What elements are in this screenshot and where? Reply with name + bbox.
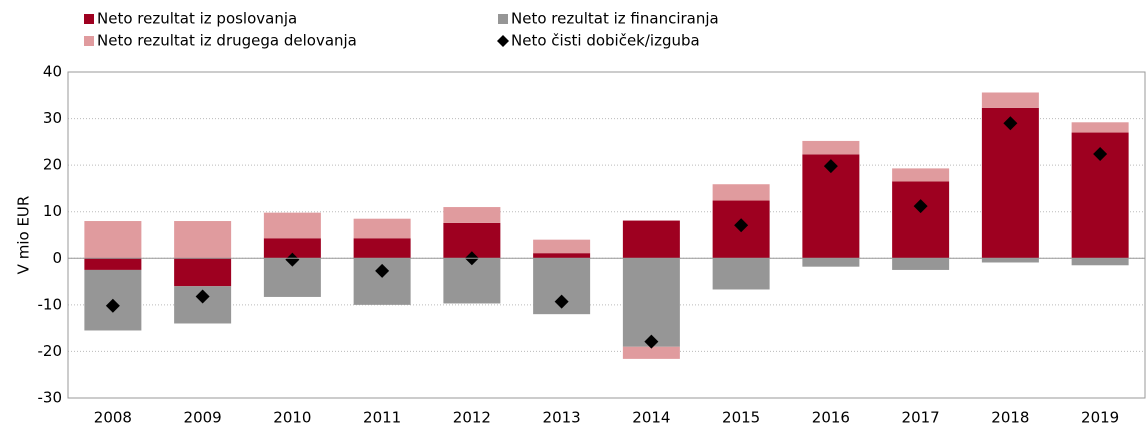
x-tick-label: 2009 <box>184 409 222 427</box>
legend-label: Neto čisti dobiček/izguba <box>511 32 700 50</box>
diamond-marker <box>1093 146 1108 161</box>
x-tick-label: 2008 <box>94 409 132 427</box>
legend-swatch <box>84 36 94 46</box>
x-tick-label: 2017 <box>902 409 940 427</box>
bar-segment <box>622 258 680 347</box>
bar-segment <box>443 258 501 304</box>
diamond-marker <box>913 199 928 214</box>
legend-label: Neto rezultat iz drugega delovanja <box>97 32 357 50</box>
diamond-marker <box>375 263 390 278</box>
diamond-marker <box>1003 116 1018 131</box>
bar-segment <box>443 207 501 223</box>
bar-segment <box>892 258 950 270</box>
bar-segment <box>84 258 142 270</box>
diamond-marker <box>285 252 300 267</box>
bar-segment <box>174 258 232 287</box>
bar-segment <box>1071 258 1129 266</box>
bar-segment <box>981 92 1039 108</box>
y-tick-label: 10 <box>43 202 62 220</box>
bar-segment <box>802 258 860 267</box>
bar-segment <box>622 220 680 259</box>
y-tick-label: -30 <box>38 389 63 407</box>
bar-segment <box>533 239 591 254</box>
bar-segment <box>892 168 950 182</box>
diamond-marker <box>105 298 120 313</box>
legend-label: Neto rezultat iz financiranja <box>511 10 719 28</box>
bar-segment <box>712 258 770 290</box>
bar-segment <box>263 238 321 259</box>
diamond-marker <box>823 159 838 174</box>
bar-segment <box>1071 122 1129 133</box>
y-tick-label: -20 <box>38 342 63 360</box>
y-tick-label: -10 <box>38 295 63 313</box>
legend-swatch <box>497 35 509 47</box>
x-tick-label: 2012 <box>453 409 491 427</box>
bar-segment <box>84 221 142 259</box>
x-tick-label: 2014 <box>632 409 670 427</box>
x-tick-label: 2019 <box>1081 409 1119 427</box>
bar-segment <box>353 218 411 239</box>
x-tick-label: 2011 <box>363 409 401 427</box>
bar-segment <box>263 212 321 239</box>
bar-segment <box>712 184 770 201</box>
diamond-marker <box>195 289 210 304</box>
x-tick-label: 2015 <box>722 409 760 427</box>
x-tick-label: 2016 <box>812 409 850 427</box>
legend-label: Neto rezultat iz poslovanja <box>97 10 297 28</box>
legend-swatch <box>84 14 94 24</box>
bar-segment <box>174 221 232 259</box>
diamond-marker <box>644 334 659 349</box>
x-tick-label: 2010 <box>273 409 311 427</box>
y-tick-label: 40 <box>43 63 62 81</box>
diamond-marker <box>554 294 569 309</box>
bar-segment <box>981 107 1039 259</box>
y-tick-label: 0 <box>52 249 62 267</box>
diamond-marker <box>734 218 749 233</box>
y-tick-label: 20 <box>43 156 62 174</box>
bar-segment <box>533 253 591 259</box>
bar-segment <box>802 140 860 155</box>
y-axis-label: V mio EUR <box>15 196 33 275</box>
bar-segment <box>622 346 680 359</box>
bar-segment <box>353 238 411 259</box>
y-tick-label: 30 <box>43 109 62 127</box>
legend-swatch <box>498 14 508 24</box>
bar-segment <box>892 181 950 259</box>
bar-segment <box>981 258 1039 263</box>
plot-frame <box>67 71 1146 399</box>
x-tick-label: 2018 <box>991 409 1029 427</box>
x-tick-label: 2013 <box>543 409 581 427</box>
